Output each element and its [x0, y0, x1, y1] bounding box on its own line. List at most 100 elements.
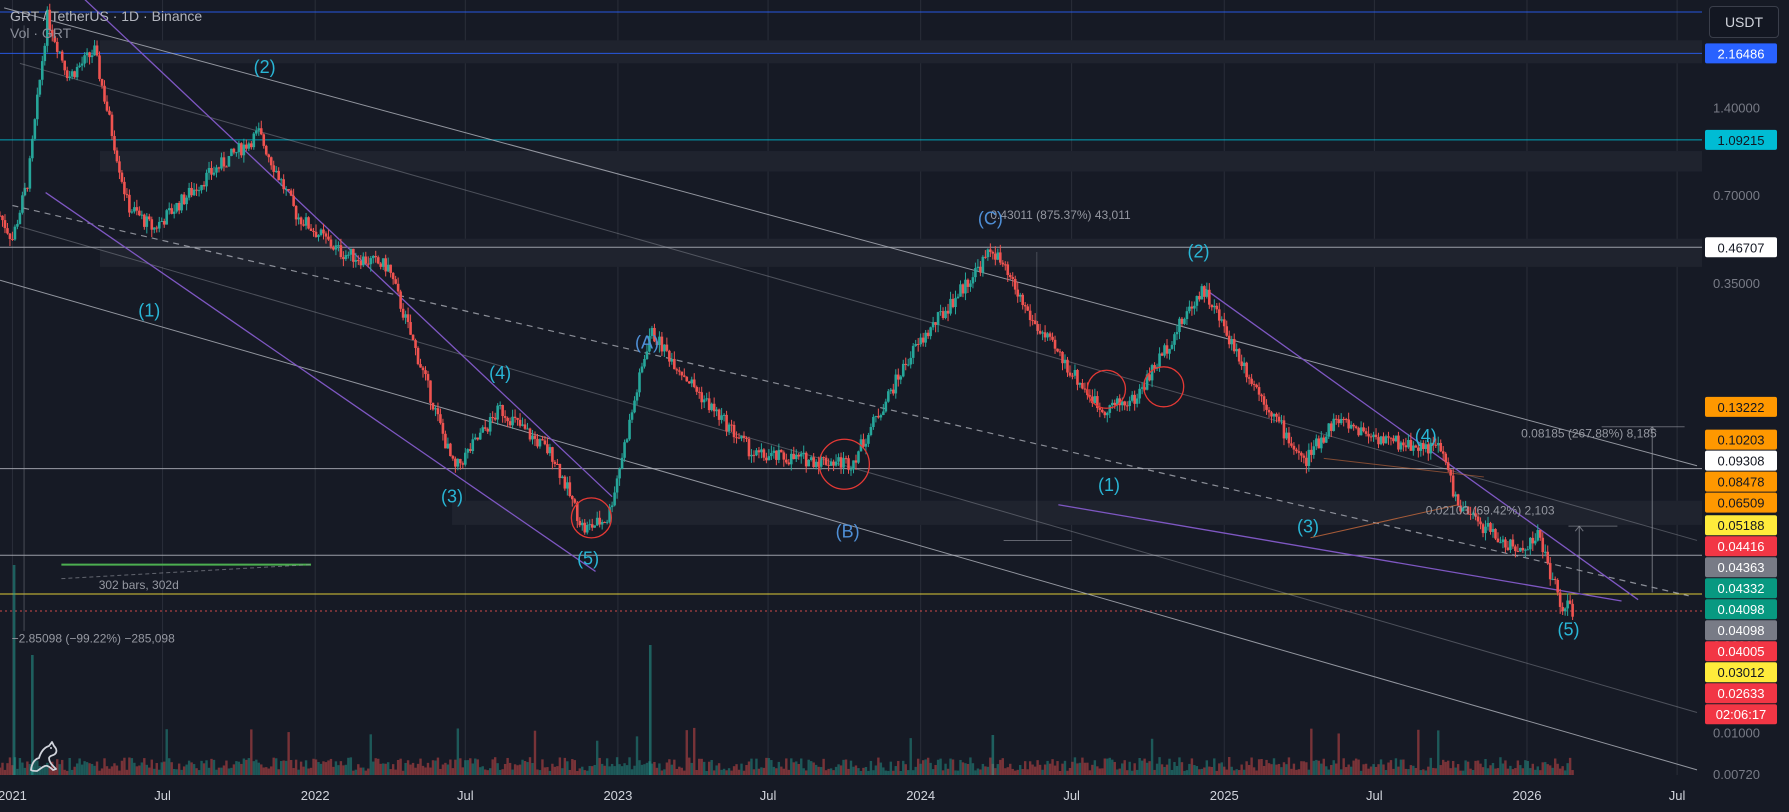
- candle: [1257, 387, 1261, 395]
- volume-bar: [1335, 763, 1338, 775]
- volume-bar: [1325, 766, 1328, 775]
- volume-bar: [1235, 769, 1238, 775]
- volume-bar: [461, 767, 465, 775]
- volume-bar: [583, 770, 586, 775]
- candle: [755, 450, 758, 456]
- measure-annotation: 0.08185 (267.88%) 8,185: [1521, 426, 1657, 440]
- candle: [1255, 384, 1258, 388]
- volume-bar: [707, 761, 711, 775]
- price-badge-label: 0.13222: [1718, 400, 1765, 415]
- candle: [1352, 424, 1355, 427]
- volume-bar: [1509, 765, 1512, 775]
- volume-bar: [1014, 770, 1017, 775]
- candle: [521, 424, 524, 426]
- volume-bars: [0, 565, 1574, 775]
- volume-bar: [230, 767, 233, 775]
- candle: [660, 336, 664, 352]
- currency-button[interactable]: USDT: [1709, 6, 1779, 38]
- volume-bar: [961, 762, 965, 775]
- candle: [658, 336, 661, 346]
- candle: [635, 392, 639, 401]
- candle: [640, 366, 644, 373]
- candle: [553, 461, 557, 464]
- candle: [1265, 404, 1268, 410]
- candle: [1292, 445, 1296, 450]
- candle: [1295, 449, 1298, 452]
- candle: [802, 452, 806, 454]
- candle: [319, 229, 323, 236]
- volume-bar: [571, 759, 574, 775]
- volume-bar: [404, 762, 407, 775]
- volume-bar: [1310, 728, 1313, 775]
- volume-bar: [976, 768, 980, 775]
- x-tick-label: 2022: [301, 788, 330, 803]
- candle: [707, 398, 711, 411]
- candle: [284, 189, 288, 191]
- candle: [349, 248, 353, 255]
- volume-bar: [874, 765, 878, 775]
- volume-bar: [894, 766, 897, 775]
- candle: [1078, 382, 1082, 385]
- volume-bar: [1242, 769, 1246, 775]
- x-tick-label: 2021: [0, 788, 27, 803]
- volume-bar: [349, 757, 353, 775]
- candle: [1210, 304, 1214, 308]
- candle: [424, 370, 427, 375]
- volume-bar: [837, 764, 840, 775]
- volume-bar: [68, 757, 71, 775]
- volume-bar: [521, 759, 524, 775]
- candle: [884, 401, 888, 412]
- volume-bar: [1442, 759, 1445, 775]
- candle: [1481, 524, 1485, 534]
- volume-bar: [466, 760, 470, 775]
- volume-bar: [1148, 761, 1151, 775]
- candle: [954, 298, 957, 308]
- candle: [1021, 294, 1024, 306]
- volume-bar: [1369, 766, 1373, 775]
- candle: [1387, 436, 1390, 438]
- volume-bar: [1223, 766, 1226, 775]
- candle: [914, 343, 917, 346]
- candle: [1023, 305, 1027, 307]
- volume-bar: [1267, 763, 1271, 775]
- volume-bar: [999, 759, 1002, 775]
- volume-bar: [1170, 769, 1174, 775]
- price-badge: [1705, 471, 1777, 492]
- volume-bar: [1130, 770, 1134, 775]
- volume-spike: [31, 655, 34, 775]
- candle: [1290, 443, 1293, 446]
- y-tick-label: 0.01000: [1713, 725, 1760, 740]
- volume-bar: [1409, 765, 1413, 775]
- volume-bar: [1384, 770, 1388, 775]
- volume-bar: [633, 765, 636, 775]
- candle: [496, 405, 499, 420]
- tradingview-logo-icon[interactable]: [26, 738, 62, 774]
- candle: [252, 133, 256, 148]
- candle: [867, 435, 870, 444]
- candle: [951, 298, 955, 308]
- candle: [210, 167, 213, 175]
- volume-bar: [1407, 769, 1410, 775]
- candle: [862, 439, 865, 447]
- volume-bar: [247, 758, 251, 775]
- candle: [1434, 444, 1438, 446]
- candle: [575, 502, 579, 521]
- volume-bar: [807, 759, 810, 775]
- candle: [175, 202, 178, 212]
- volume-bar: [586, 770, 589, 775]
- candle: [444, 433, 447, 449]
- volume-bar: [1374, 766, 1378, 775]
- candle: [1262, 396, 1266, 405]
- volume-bar: [986, 766, 990, 775]
- volume-bar: [322, 761, 325, 775]
- volume-bar: [389, 769, 392, 775]
- candle: [712, 403, 716, 412]
- volume-bar: [1026, 769, 1029, 775]
- candle: [1372, 434, 1375, 438]
- symbol-title[interactable]: GRT / TetherUS · 1D · Binance: [10, 8, 203, 24]
- candle: [889, 389, 893, 392]
- volume-bar: [1126, 770, 1129, 775]
- volume-bar: [859, 770, 863, 775]
- volume-bar: [1541, 762, 1544, 775]
